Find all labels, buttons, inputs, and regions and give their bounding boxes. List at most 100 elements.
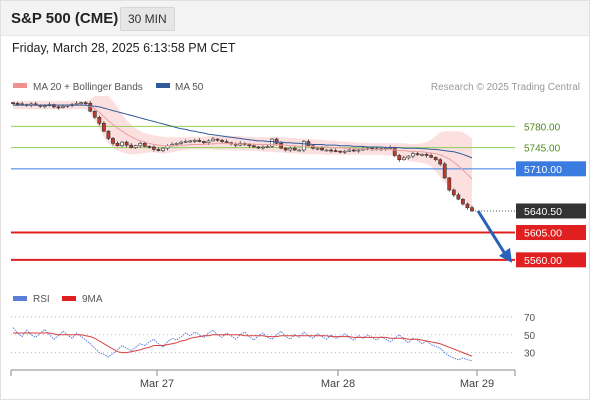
candle-up xyxy=(79,102,84,104)
candle-down xyxy=(151,146,156,150)
header-bar: S&P 500 (CME) 30 MIN xyxy=(1,1,589,36)
candle-down xyxy=(156,149,161,151)
candle-down xyxy=(465,203,470,208)
candle-up xyxy=(138,143,143,147)
candle-up xyxy=(61,106,65,108)
rsi-legend-swatch xyxy=(13,296,27,301)
candle-down xyxy=(279,143,284,149)
ma9-legend-swatch xyxy=(62,296,76,301)
candle-up xyxy=(211,138,215,142)
candle-down xyxy=(247,144,252,147)
bollinger-band xyxy=(13,96,472,209)
candle-down xyxy=(470,207,474,212)
candle-up xyxy=(420,153,424,156)
candle-up xyxy=(411,153,415,157)
candle-down xyxy=(251,145,256,148)
x-tick-label: Mar 28 xyxy=(321,378,355,390)
support-level-box xyxy=(516,252,586,268)
candle-down xyxy=(256,146,261,149)
candle-down xyxy=(433,156,438,161)
candle-down xyxy=(397,155,402,161)
candle-up xyxy=(301,141,306,151)
candle-down xyxy=(338,150,343,153)
x-tick-label: Mar 29 xyxy=(460,378,494,390)
ma20-legend-label: MA 20 + Bollinger Bands xyxy=(33,82,143,93)
candle-down xyxy=(115,143,120,147)
candle-down xyxy=(15,102,20,105)
candle-up xyxy=(342,150,347,153)
candle-down xyxy=(224,141,229,144)
candle-up xyxy=(133,145,138,148)
candle-down xyxy=(392,147,397,156)
projection-arrow xyxy=(476,210,507,255)
x-tick-label: Mar 27 xyxy=(140,378,174,390)
candle-down xyxy=(351,149,356,152)
candle-down xyxy=(142,143,147,147)
candle-down xyxy=(456,194,461,200)
resistance-level-label: 5780.00 xyxy=(524,122,561,133)
ma50-line xyxy=(13,104,473,159)
rsi-line xyxy=(12,327,473,362)
rsi-tick-label: 30 xyxy=(524,349,536,360)
candle-down xyxy=(201,141,206,144)
candle-down xyxy=(461,198,465,205)
candle-down xyxy=(197,139,202,142)
rsi-tick-label: 70 xyxy=(524,313,536,324)
candle-up xyxy=(188,140,193,143)
candle-up xyxy=(42,105,47,108)
candle-down xyxy=(451,189,456,196)
candle-down xyxy=(11,102,15,104)
current-price-box xyxy=(516,203,586,219)
candle-down xyxy=(215,138,220,141)
candle-up xyxy=(406,155,411,159)
candle-up xyxy=(288,147,293,151)
candle-up xyxy=(206,140,211,144)
candle-down xyxy=(283,147,288,151)
candle-down xyxy=(447,177,452,191)
candle-down xyxy=(220,139,224,142)
candle-up xyxy=(297,149,302,152)
candle-down xyxy=(292,147,297,151)
support-level-label: 5560.00 xyxy=(524,255,562,267)
credit-label: Research © 2025 Trading Central xyxy=(431,82,580,93)
candle-down xyxy=(147,146,152,148)
candle-up xyxy=(183,141,188,143)
projection-arrowhead xyxy=(499,247,512,263)
candle-up xyxy=(315,147,320,150)
ma50-legend-swatch xyxy=(156,83,170,88)
candle-up xyxy=(265,146,270,148)
candle-up xyxy=(356,149,361,152)
resistance-level-label: 5745.00 xyxy=(524,144,561,155)
current-price-label: 5640.50 xyxy=(524,206,562,218)
candle-up xyxy=(179,141,184,144)
instrument-title: S&P 500 (CME) xyxy=(11,10,119,27)
candle-down xyxy=(424,153,429,156)
pivot-level-box xyxy=(516,161,586,177)
candle-down xyxy=(52,104,56,108)
timestamp: Friday, March 28, 2025 6:13:58 PM CET xyxy=(12,41,236,55)
support-level-box xyxy=(516,225,586,241)
candle-down xyxy=(129,144,134,148)
support-level-label: 5605.00 xyxy=(524,228,562,240)
candle-down xyxy=(442,163,447,179)
candle-up xyxy=(174,143,179,145)
candle-up xyxy=(401,157,406,161)
candle-down xyxy=(124,141,129,146)
candle-down xyxy=(56,106,61,109)
candle-up xyxy=(120,141,124,147)
candle-up xyxy=(261,146,265,149)
ma20-legend-swatch xyxy=(13,83,27,88)
rsi-legend-label: RSI xyxy=(33,294,50,305)
candle-up xyxy=(324,149,329,152)
pivot-level-label: 5710.00 xyxy=(524,164,562,176)
candle-down xyxy=(438,159,443,165)
interval-selector[interactable]: 30 MIN xyxy=(120,7,175,31)
candle-down xyxy=(106,130,111,139)
rsi-ma-line xyxy=(13,332,473,357)
candle-down xyxy=(429,155,433,158)
candle-up xyxy=(192,139,197,142)
candle-down xyxy=(92,110,97,118)
candle-down xyxy=(97,116,102,124)
